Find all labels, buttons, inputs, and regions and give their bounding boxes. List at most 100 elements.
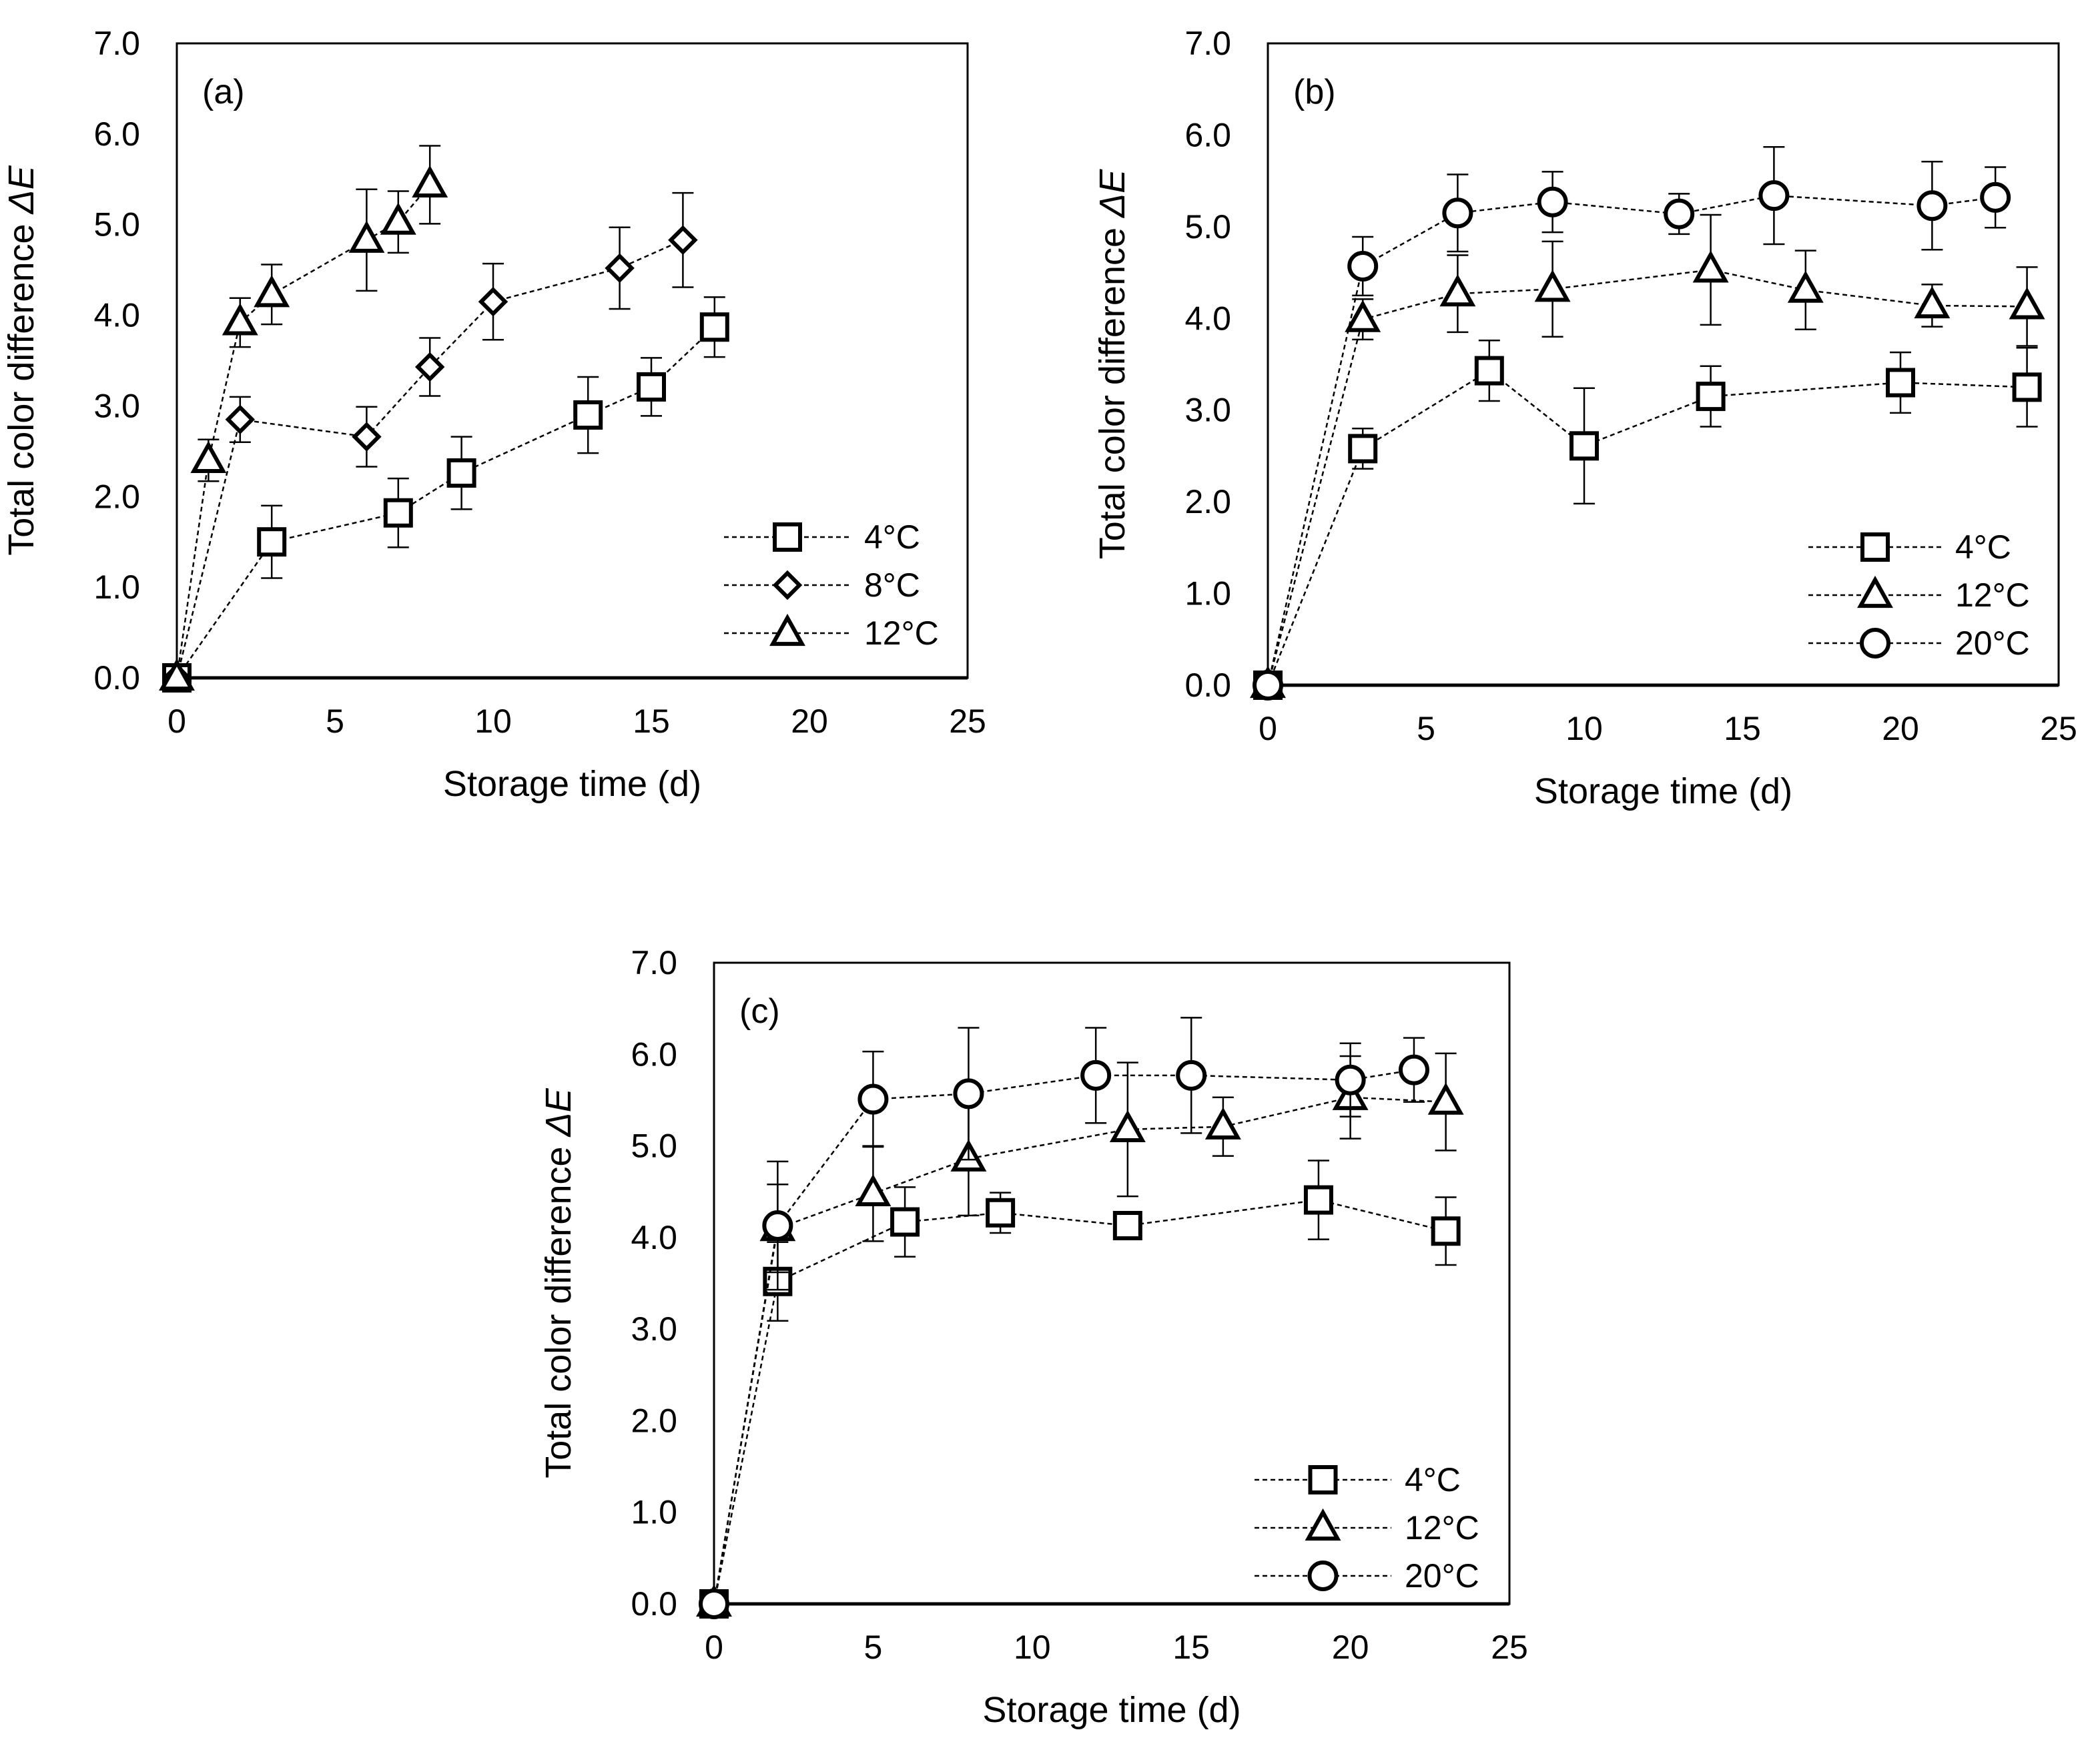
legend-marker (772, 570, 803, 600)
data-point (1335, 1064, 1366, 1095)
legend-label: 20°C (1955, 624, 2030, 662)
y-axis-title-symbol: ΔE (1, 165, 41, 215)
legend-marker (1307, 1561, 1339, 1591)
y-tick-label: 1.0 (631, 1494, 677, 1531)
data-point (986, 1198, 1016, 1228)
legend-marker (1860, 628, 1890, 658)
data-point (855, 1174, 892, 1207)
x-axis-title: Storage time (d) (443, 764, 701, 804)
chart-panel: 0.0 1.0 2.0 3.0 4.0 5.0 6.0 7.0 0 5 10 15 20 25 Storag… (1, 25, 986, 804)
plot-frame (1267, 42, 2060, 687)
series-line (176, 326, 715, 679)
legend: 4°C 12°C 20°C (1808, 528, 2030, 662)
y-axis-title: Total color difference ΔE (1, 165, 41, 556)
y-axis-title-text: Total color difference (1, 213, 41, 555)
x-tick-label: 5 (863, 1629, 882, 1666)
data-point (1080, 1059, 1112, 1091)
x-tick-label: 5 (1417, 710, 1435, 747)
x-axis-title: Storage time (d) (982, 1690, 1241, 1730)
data-point (1112, 1211, 1142, 1241)
data-point (668, 225, 698, 256)
series-circle (699, 1017, 1429, 1619)
data-point (1347, 250, 1379, 282)
x-tick-label: 15 (633, 703, 670, 740)
data-point (1439, 274, 1476, 307)
x-tick-label: 20 (791, 703, 828, 740)
series-line (713, 1199, 1446, 1605)
legend-marker (1308, 1465, 1338, 1494)
data-point (699, 1589, 729, 1619)
data-point (254, 275, 290, 308)
x-tick-label: 0 (1259, 710, 1277, 747)
data-point (222, 303, 258, 336)
data-point (953, 1078, 984, 1110)
data-point (1442, 197, 1473, 229)
x-tick-label: 25 (1491, 1629, 1528, 1666)
data-point (1204, 1107, 1241, 1140)
x-tick-label: 25 (2040, 710, 2077, 747)
y-tick-label: 5.0 (631, 1128, 677, 1165)
data-point (352, 422, 382, 452)
data-point (857, 1083, 889, 1115)
data-point (1348, 434, 1378, 464)
x-tick-label: 20 (1332, 1629, 1369, 1666)
data-point (1537, 186, 1568, 217)
y-tick-label: 2.0 (631, 1402, 677, 1439)
series-line (713, 1069, 1415, 1605)
panel-label: (c) (739, 992, 780, 1031)
legend-marker (1305, 1508, 1341, 1541)
panel-label: (a) (202, 73, 245, 111)
data-point (573, 400, 603, 430)
data-point (1303, 1185, 1333, 1215)
y-tick-label: 0.0 (93, 659, 140, 697)
legend-label: 8°C (864, 566, 920, 604)
x-tick-label: 5 (326, 703, 344, 740)
y-tick-label: 4.0 (631, 1219, 677, 1256)
x-tick-label: 0 (705, 1629, 723, 1666)
data-point (605, 253, 635, 284)
y-axis-title: Total color difference ΔE (539, 1087, 579, 1478)
y-tick-label: 5.0 (1184, 208, 1231, 246)
data-point (1664, 198, 1695, 230)
y-axis-title-symbol: ΔE (539, 1087, 579, 1138)
data-point (1916, 190, 1948, 222)
legend-marker (1860, 532, 1890, 562)
data-point (1569, 431, 1599, 461)
y-tick-label: 3.0 (631, 1310, 677, 1348)
data-point (348, 220, 385, 253)
legend-label: 4°C (1955, 528, 2011, 566)
data-point (1758, 180, 1790, 211)
y-tick-label: 1.0 (93, 568, 140, 606)
data-point (699, 312, 729, 342)
y-tick-label: 3.0 (93, 387, 140, 424)
y-tick-label: 2.0 (1184, 483, 1231, 520)
data-point (1787, 270, 1824, 303)
plot-frame (713, 961, 1511, 1605)
series-diamond (161, 191, 698, 693)
data-point (2012, 372, 2042, 402)
series-circle (1253, 146, 2011, 701)
x-tick-label: 15 (1724, 710, 1761, 747)
y-tick-label: 2.0 (93, 478, 140, 515)
x-tick-label: 15 (1172, 1629, 1210, 1666)
data-point (1431, 1216, 1461, 1246)
x-tick-label: 10 (474, 703, 512, 740)
data-point (1914, 286, 1951, 319)
legend-marker (1857, 575, 1893, 608)
legend-label: 20°C (1405, 1557, 1479, 1595)
chart-panel: 0.0 1.0 2.0 3.0 4.0 5.0 6.0 7.0 0 5 10 15 20 25 Storag… (539, 944, 1528, 1730)
plot-frame (176, 42, 969, 679)
data-point (1886, 368, 1915, 398)
x-axis-title: Storage time (d) (1534, 771, 1792, 811)
series-triangle (1250, 213, 2045, 699)
series-triangle (696, 1052, 1464, 1617)
data-point (383, 498, 413, 528)
y-tick-label: 0.0 (631, 1585, 677, 1623)
series-line (1267, 194, 1996, 686)
data-point (637, 372, 666, 402)
data-point (1534, 270, 1571, 302)
legend: 4°C 8°C 12°C (724, 518, 939, 652)
y-tick-label: 4.0 (1184, 300, 1231, 337)
y-axis-title-text: Total color difference (539, 1136, 579, 1478)
